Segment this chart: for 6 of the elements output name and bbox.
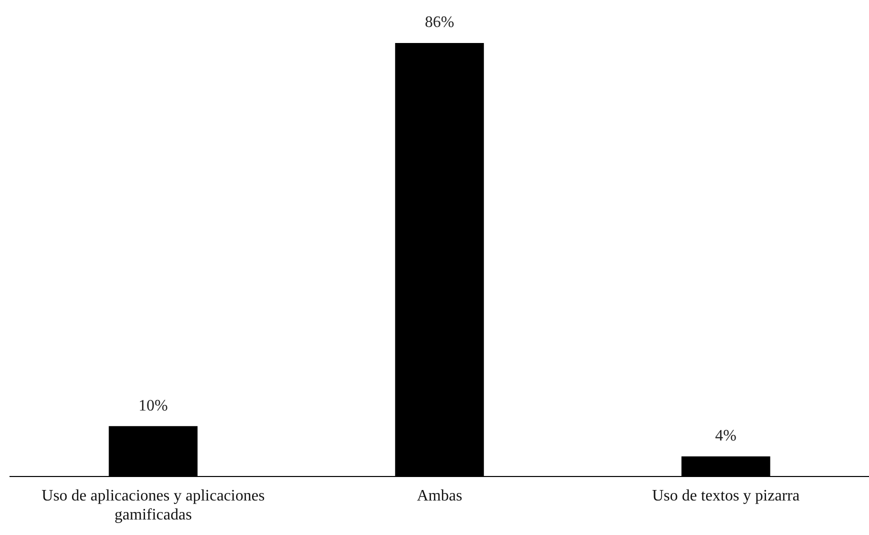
data-label: 10% [138, 397, 168, 414]
x-tick-label: Uso de aplicaciones y aplicaciones gamificadas [42, 487, 265, 524]
x-tick-label: Uso de textos y pizarra [652, 487, 800, 504]
data-label: 86% [424, 14, 454, 32]
data-label: 4% [715, 428, 736, 445]
x-tick-label: Ambas [416, 487, 462, 504]
